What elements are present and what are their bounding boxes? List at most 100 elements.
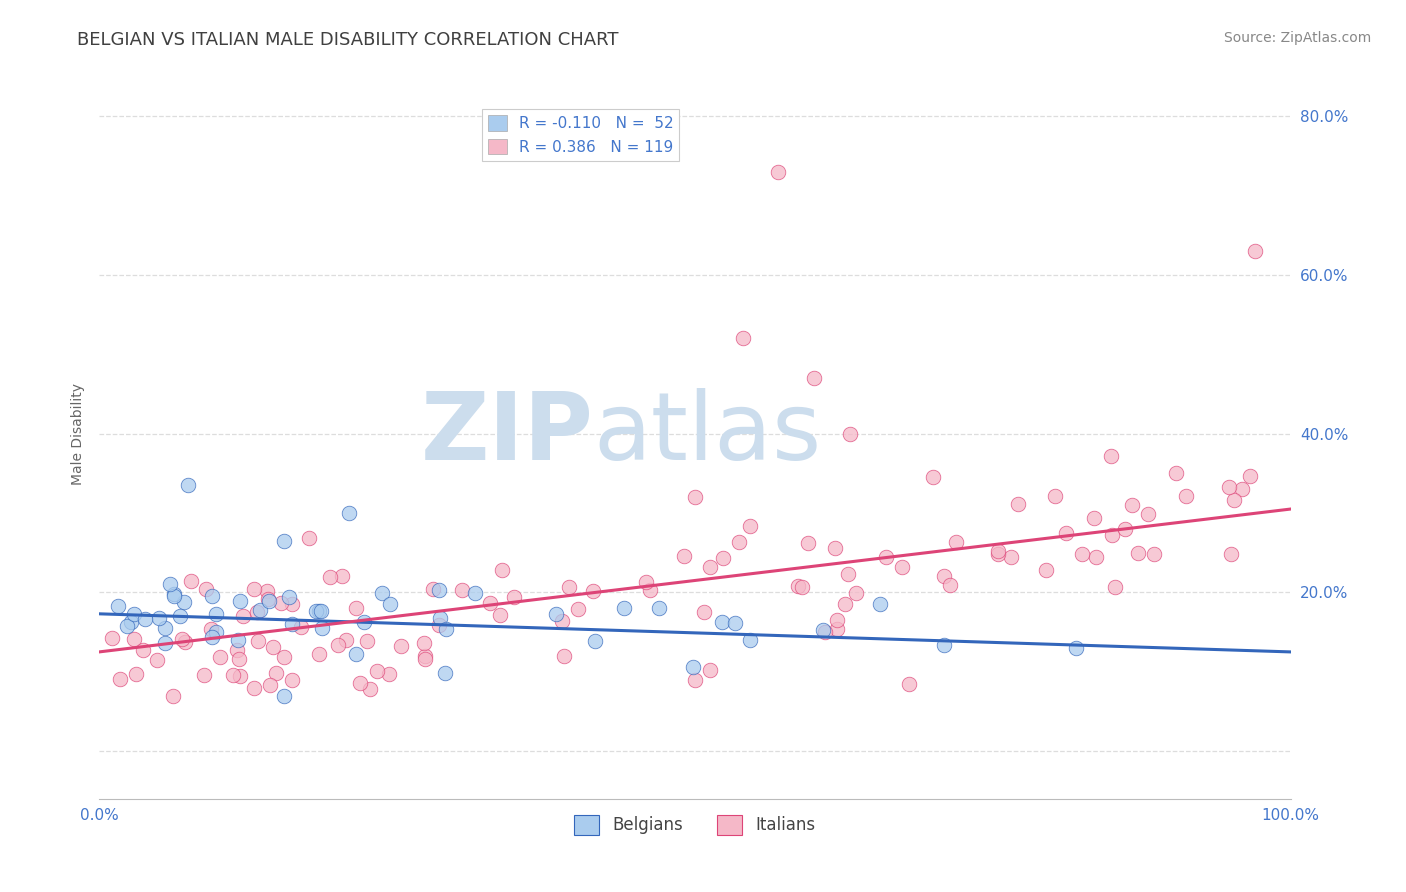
Point <box>728 535 751 549</box>
Point <box>825 622 848 636</box>
Point <box>613 601 636 615</box>
Point <box>987 543 1010 558</box>
Point <box>228 651 250 665</box>
Point <box>683 673 706 687</box>
Point <box>153 636 176 650</box>
Point <box>1099 449 1122 463</box>
Point <box>938 578 960 592</box>
Point <box>1239 468 1261 483</box>
Point <box>380 597 402 611</box>
Point <box>330 569 353 583</box>
Point <box>1243 244 1265 258</box>
Point <box>1085 549 1108 564</box>
Point <box>173 595 195 609</box>
Point <box>319 570 342 584</box>
Point <box>159 576 181 591</box>
Point <box>120 615 142 630</box>
Point <box>305 604 328 618</box>
Point <box>273 533 295 548</box>
Point <box>922 470 945 484</box>
Point <box>335 632 357 647</box>
Point <box>226 632 249 647</box>
Point <box>837 566 859 581</box>
Point <box>1043 489 1066 503</box>
Point <box>1056 525 1078 540</box>
Point <box>337 506 360 520</box>
Point <box>242 681 264 695</box>
Point <box>813 623 835 637</box>
Point <box>1000 550 1022 565</box>
Point <box>672 549 695 563</box>
Point <box>1143 547 1166 561</box>
Point <box>356 634 378 648</box>
Point <box>413 651 436 665</box>
Point <box>1104 580 1126 594</box>
Point <box>309 604 332 618</box>
Point <box>1114 522 1136 536</box>
Point <box>558 580 581 594</box>
Point <box>567 602 589 616</box>
Point <box>583 634 606 648</box>
Point <box>869 597 891 611</box>
Point <box>1175 490 1198 504</box>
Point <box>243 582 266 596</box>
Point <box>108 673 131 687</box>
Point <box>827 613 849 627</box>
Point <box>270 596 292 610</box>
Point <box>429 611 451 625</box>
Point <box>491 563 513 577</box>
Point <box>1218 480 1240 494</box>
Point <box>222 668 245 682</box>
Point <box>328 638 350 652</box>
Point <box>257 593 280 607</box>
Point <box>415 648 437 663</box>
Point <box>1166 467 1188 481</box>
Point <box>634 574 657 589</box>
Point <box>464 586 486 600</box>
Point <box>290 620 312 634</box>
Point <box>987 548 1010 562</box>
Point <box>1137 508 1160 522</box>
Point <box>153 621 176 635</box>
Point <box>890 559 912 574</box>
Point <box>226 643 249 657</box>
Point <box>738 633 761 648</box>
Point <box>551 614 574 628</box>
Point <box>1222 492 1244 507</box>
Point <box>1070 547 1092 561</box>
Point <box>232 608 254 623</box>
Point <box>1064 640 1087 655</box>
Point <box>1230 482 1253 496</box>
Point <box>1035 563 1057 577</box>
Point <box>163 589 186 603</box>
Legend: R = -0.110   N =  52, R = 0.386   N = 119: R = -0.110 N = 52, R = 0.386 N = 119 <box>482 109 679 161</box>
Point <box>1219 547 1241 561</box>
Point <box>898 676 921 690</box>
Point <box>768 164 790 178</box>
Point <box>711 550 734 565</box>
Point <box>122 607 145 621</box>
Point <box>177 478 200 492</box>
Point <box>648 601 671 615</box>
Point <box>479 596 502 610</box>
Point <box>699 559 721 574</box>
Text: atlas: atlas <box>593 388 823 480</box>
Point <box>814 625 837 640</box>
Point <box>281 597 304 611</box>
Point <box>932 638 955 652</box>
Point <box>344 601 367 615</box>
Point <box>344 647 367 661</box>
Point <box>163 587 186 601</box>
Point <box>544 607 567 622</box>
Point <box>711 615 734 629</box>
Point <box>1126 546 1149 560</box>
Point <box>273 649 295 664</box>
Text: Source: ZipAtlas.com: Source: ZipAtlas.com <box>1223 31 1371 45</box>
Point <box>502 590 524 604</box>
Point <box>229 594 252 608</box>
Point <box>273 689 295 703</box>
Point <box>413 636 436 650</box>
Point <box>205 625 228 640</box>
Point <box>824 541 846 555</box>
Point <box>281 616 304 631</box>
